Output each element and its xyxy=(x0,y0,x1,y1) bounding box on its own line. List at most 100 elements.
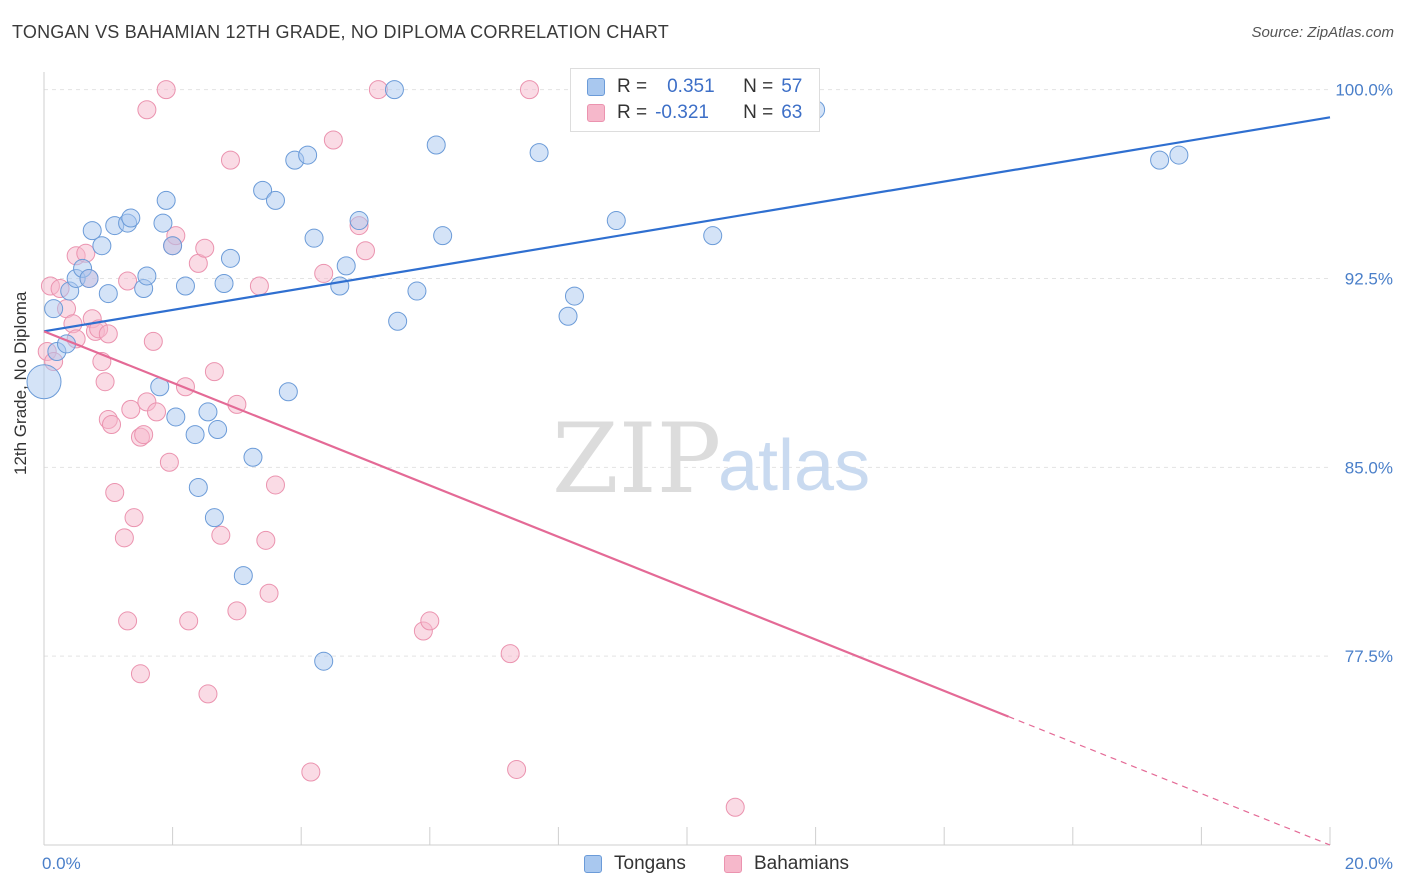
bahamian-point xyxy=(105,482,125,502)
tongan-point xyxy=(175,276,195,296)
tongan-point xyxy=(426,135,446,155)
tongan-point xyxy=(82,221,102,241)
watermark-atlas: atlas xyxy=(718,426,870,506)
tongan-point xyxy=(79,268,99,288)
tongan-point xyxy=(298,145,318,165)
tongan-point xyxy=(163,236,183,256)
tongan-point xyxy=(278,382,298,402)
tongan-point xyxy=(214,274,234,294)
x-tick-label: 20.0% xyxy=(1345,854,1393,873)
tongan-point xyxy=(243,447,263,467)
tongan-point xyxy=(703,226,723,246)
tongan-point xyxy=(121,208,141,228)
tongan-point xyxy=(407,281,427,301)
tongans-swatch xyxy=(584,855,602,873)
bahamian-point xyxy=(198,684,218,704)
tongan-point xyxy=(349,211,369,231)
tongan-point xyxy=(208,420,228,440)
tongan-point xyxy=(558,306,578,326)
bahamian-point xyxy=(195,238,215,258)
tongan-point xyxy=(336,256,356,276)
tongan-point xyxy=(388,311,408,331)
source-credit: Source: ZipAtlas.com xyxy=(1251,24,1394,41)
tongan-point xyxy=(98,284,118,304)
tongan-point xyxy=(265,190,285,210)
bottom-legend-bahamians: Bahamians xyxy=(724,851,849,877)
bahamian-point xyxy=(301,762,321,782)
bahamian-point xyxy=(420,611,440,631)
legend-n-value: 57 xyxy=(781,76,803,97)
bahamians-label: Bahamians xyxy=(754,853,850,874)
bahamian-point xyxy=(121,399,141,419)
chart-title: TONGAN VS BAHAMIAN 12TH GRADE, NO DIPLOM… xyxy=(12,22,669,42)
bahamian-point xyxy=(95,372,115,392)
bahamian-point xyxy=(159,452,179,472)
tongan-point xyxy=(314,651,334,671)
bahamians-trend-line xyxy=(43,330,1009,718)
tongan-point xyxy=(433,226,453,246)
bahamians-swatch xyxy=(587,104,605,122)
y-tick-label: 77.5% xyxy=(1345,647,1393,666)
bahamian-point xyxy=(725,797,745,817)
bahamian-point xyxy=(211,525,231,545)
bahamian-point xyxy=(356,241,375,261)
bahamians-swatch xyxy=(724,855,742,873)
tongan-point xyxy=(198,402,218,422)
y-tick-label: 92.5% xyxy=(1345,269,1393,288)
bahamian-point xyxy=(118,611,138,631)
x-tick-label: 0.0% xyxy=(42,854,81,873)
tongans-points xyxy=(26,80,1189,671)
bahamian-point xyxy=(114,528,134,548)
bahamian-point xyxy=(204,362,224,382)
tongan-point xyxy=(26,364,62,400)
tongan-point xyxy=(166,407,186,427)
bahamian-point xyxy=(102,415,122,435)
tongan-point xyxy=(1150,150,1170,170)
tongan-point xyxy=(185,425,205,445)
tongan-point xyxy=(137,266,157,286)
correlation-legend: R = 0.351 N = 57 R = -0.321 N = 63 xyxy=(570,68,820,132)
bahamian-point xyxy=(156,80,176,100)
bahamian-point xyxy=(519,80,539,100)
tongan-point xyxy=(156,190,176,210)
y-tick-label: 85.0% xyxy=(1345,458,1393,477)
x-tick-labels: 0.0% 20.0% xyxy=(42,854,1393,873)
tongan-point xyxy=(253,180,273,200)
tongan-point xyxy=(529,143,549,163)
y-tick-label: 100.0% xyxy=(1335,81,1393,100)
bahamian-point xyxy=(256,530,276,550)
bahamian-point xyxy=(507,759,527,779)
bahamian-point xyxy=(220,150,240,170)
bahamian-point xyxy=(265,475,285,495)
bahamian-point xyxy=(500,644,520,664)
tongan-point xyxy=(44,299,64,319)
axes xyxy=(43,72,1331,846)
bahamian-point xyxy=(137,100,157,120)
legend-r-value: 0.351 xyxy=(667,76,715,97)
bahamian-point xyxy=(147,402,167,422)
tongans-trend-line xyxy=(43,116,1331,333)
tongan-point xyxy=(1169,145,1189,165)
legend-r-value: -0.321 xyxy=(655,102,709,123)
legend-n-label: N = xyxy=(743,102,774,123)
bottom-legend-tongans: Tongans xyxy=(584,851,686,877)
bahamian-point xyxy=(130,664,150,684)
legend-n-label: N = xyxy=(743,76,774,97)
bahamian-point xyxy=(227,601,247,621)
bahamians-trend-extension xyxy=(1008,716,1331,846)
tongan-point xyxy=(188,477,208,497)
bahamian-point xyxy=(98,324,118,344)
tongans-label: Tongans xyxy=(614,853,686,874)
tongan-point xyxy=(564,286,584,306)
bahamian-point xyxy=(314,263,334,283)
tongan-point xyxy=(330,276,350,296)
bahamian-point xyxy=(259,583,279,603)
bahamian-point xyxy=(143,331,163,351)
tongan-point xyxy=(204,508,224,528)
tongan-point xyxy=(153,213,173,233)
bahamians-points xyxy=(37,80,745,817)
tongan-point xyxy=(606,211,626,231)
tongan-point xyxy=(220,248,240,268)
bahamian-point xyxy=(368,80,388,100)
